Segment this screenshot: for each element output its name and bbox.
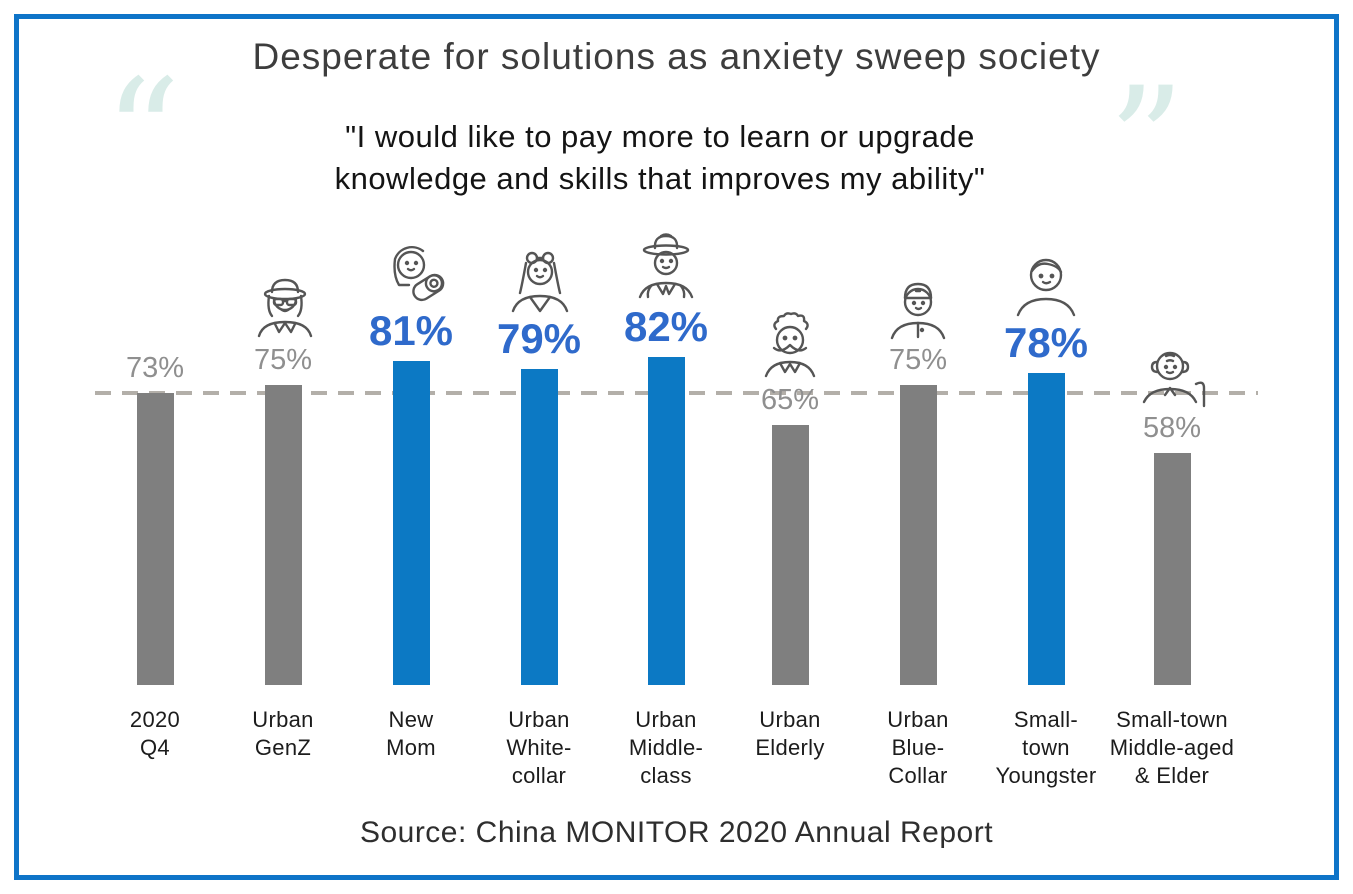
- bar-value-label: 75%: [888, 344, 948, 376]
- bar-value-label: 58%: [1142, 412, 1202, 444]
- bar-2: [264, 385, 302, 685]
- white-collar-woman-icon: [497, 243, 581, 315]
- bar-6: [771, 425, 809, 685]
- elderly-man-icon: [748, 310, 832, 382]
- bar-value-label: 79%: [496, 315, 582, 362]
- quote-text-line-2: knowledge and skills that improves my ab…: [334, 161, 986, 196]
- category-label: Small-town Middle-aged & Elder: [1109, 707, 1235, 788]
- bar-8: [1027, 373, 1065, 685]
- quote-text-line-1: "I would like to pay more to learn or up…: [345, 119, 975, 154]
- bar-value-label: 73%: [125, 352, 185, 384]
- middle-class-man-icon: [624, 231, 708, 303]
- bar-9: [1153, 453, 1191, 685]
- youngster-icon: [1004, 247, 1088, 319]
- category-label: Urban White-collar: [506, 707, 572, 788]
- category-label: 2020 Q4: [129, 707, 181, 760]
- bar-value-label: 78%: [1003, 319, 1089, 366]
- bar-3: [392, 361, 430, 685]
- source-caption: Source: China MONITOR 2020 Annual Report: [359, 816, 994, 849]
- close-quote-icon: ”: [1108, 56, 1185, 230]
- open-quote-icon: “: [104, 48, 181, 222]
- bar-value-label: 81%: [368, 307, 454, 354]
- category-label: Small-town Youngster: [995, 707, 1097, 788]
- new-mom-icon: [369, 235, 453, 307]
- category-label: New Mom: [386, 707, 436, 760]
- bar-value-label: 82%: [623, 303, 709, 350]
- bar-4: [520, 369, 558, 685]
- bar-5: [647, 357, 685, 685]
- bar-value-label: 75%: [253, 344, 313, 376]
- blue-collar-man-icon: [876, 270, 960, 342]
- chart-title: Desperate for solutions as anxiety sweep…: [252, 36, 1101, 77]
- bar-1: [136, 393, 174, 685]
- category-label: Urban Elderly: [755, 707, 825, 760]
- genz-icon: [241, 270, 325, 342]
- category-label: Urban Blue- Collar: [887, 707, 949, 788]
- category-label: Urban GenZ: [252, 707, 314, 760]
- category-label: Urban Middle-class: [628, 707, 704, 788]
- bar-value-label: 65%: [760, 384, 820, 416]
- bar-7: [899, 385, 937, 685]
- small-town-elder-icon: [1130, 338, 1214, 410]
